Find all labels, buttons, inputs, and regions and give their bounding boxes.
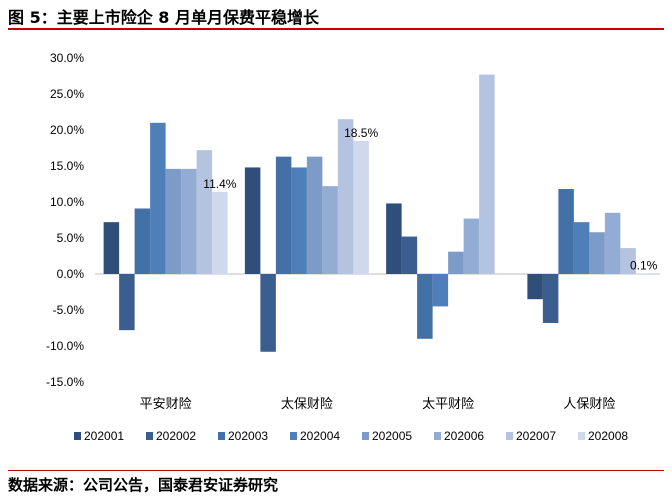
data-labels: 11.4% 18.5% 0.1% xyxy=(203,126,657,272)
source-divider xyxy=(8,470,664,471)
x-axis-categories: 平安财险 太保财险 太平财险 人保财险 xyxy=(140,396,616,411)
bar-202007-3 xyxy=(620,248,636,274)
legend-swatch-202004 xyxy=(290,432,297,440)
bar-202005-0 xyxy=(165,168,182,274)
bar-202001-1 xyxy=(244,167,261,274)
bar-202008-1 xyxy=(353,140,369,274)
bar-202002-2 xyxy=(401,236,418,274)
bar-202002-1 xyxy=(260,274,276,352)
figure-title: 图 5：主要上市险企 8 月单月保费平稳增长 xyxy=(8,8,319,27)
bar-202003-3 xyxy=(558,189,574,274)
bar-202006-3 xyxy=(604,212,621,274)
bar-202006-0 xyxy=(181,168,197,274)
bar-202001-0 xyxy=(103,222,120,274)
legend-label: 202005 xyxy=(372,429,412,443)
legend-swatch-202008 xyxy=(578,432,585,440)
x-category-label: 太保财险 xyxy=(281,396,333,411)
y-tick-label: 15.0% xyxy=(50,159,84,173)
bar-202003-1 xyxy=(275,156,292,274)
legend-swatch-202002 xyxy=(146,432,153,440)
bar-202005-2 xyxy=(448,251,464,274)
bar-202004-1 xyxy=(291,167,307,274)
y-tick-label: -15.0% xyxy=(46,375,84,389)
bars xyxy=(103,74,652,352)
legend-swatch-202007 xyxy=(506,432,513,440)
bar-202008-3 xyxy=(635,273,652,274)
y-tick-label: 5.0% xyxy=(57,231,85,245)
bar-202005-3 xyxy=(589,232,605,274)
legend-label: 202004 xyxy=(300,429,340,443)
bar-202007-2 xyxy=(479,74,495,274)
legend-label: 202003 xyxy=(228,429,268,443)
data-label: 0.1% xyxy=(630,258,658,272)
legend-swatch-202001 xyxy=(74,432,81,440)
y-tick-label: 0.0% xyxy=(57,267,85,281)
legend-swatch-202005 xyxy=(362,432,369,440)
x-category-label: 太平财险 xyxy=(422,396,474,411)
y-tick-label: 25.0% xyxy=(50,87,84,101)
source-note: 数据来源：公司公告，国泰君安证券研究 xyxy=(8,476,279,494)
bar-202001-3 xyxy=(527,274,543,300)
legend-label: 202008 xyxy=(588,429,628,443)
y-tick-label: 30.0% xyxy=(50,51,84,65)
bar-chart: -15.0% -10.0% -5.0% 0.0% 5.0% 10.0% 15.0% 20.0%… xyxy=(46,51,660,443)
data-label: 18.5% xyxy=(344,126,378,140)
bar-202001-2 xyxy=(386,203,402,274)
y-axis: -15.0% -10.0% -5.0% 0.0% 5.0% 10.0% 15.0% 20.0%… xyxy=(46,51,660,389)
bar-202003-0 xyxy=(134,208,151,274)
bar-202006-1 xyxy=(322,186,338,274)
bar-202002-3 xyxy=(542,274,559,323)
bar-202003-2 xyxy=(417,274,433,339)
y-tick-label: -10.0% xyxy=(46,339,84,353)
legend-swatch-202003 xyxy=(218,432,225,440)
legend-swatch-202006 xyxy=(434,432,441,440)
bar-202007-1 xyxy=(337,119,354,274)
title-divider xyxy=(8,28,664,30)
legend-label: 202006 xyxy=(444,429,484,443)
y-tick-label: 20.0% xyxy=(50,123,84,137)
legend-label: 202007 xyxy=(516,429,556,443)
bar-202004-3 xyxy=(573,222,590,274)
legend-label: 202001 xyxy=(84,429,124,443)
legend: 202001 202002 202003 202004 202005 202006 2020… xyxy=(74,429,628,443)
bar-202004-2 xyxy=(432,274,449,307)
bar-202008-0 xyxy=(212,191,228,274)
y-tick-label: 10.0% xyxy=(50,195,84,209)
bar-202007-0 xyxy=(196,150,213,274)
x-category-label: 人保财险 xyxy=(563,396,615,411)
data-label: 11.4% xyxy=(203,177,236,191)
bar-202005-1 xyxy=(306,156,323,274)
bar-202002-0 xyxy=(119,274,135,331)
legend-label: 202002 xyxy=(156,429,196,443)
bar-202006-2 xyxy=(463,218,480,274)
y-tick-label: -5.0% xyxy=(53,303,85,317)
bar-202004-0 xyxy=(150,122,166,274)
x-category-label: 平安财险 xyxy=(140,396,192,411)
